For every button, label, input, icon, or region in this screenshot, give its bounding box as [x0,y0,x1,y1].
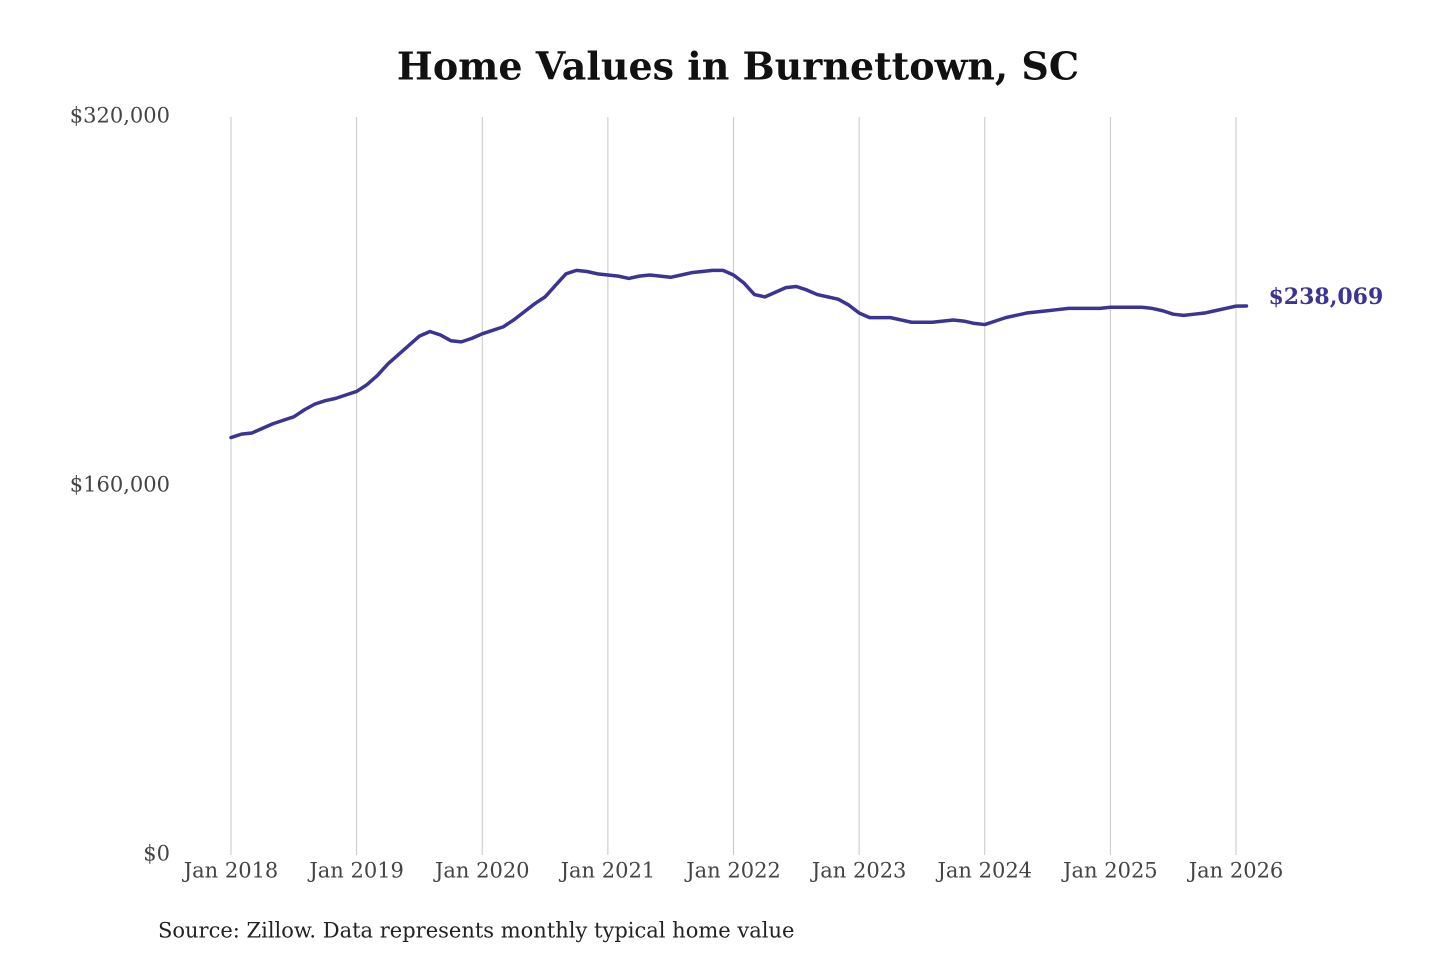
chart-title: Home Values in Burnettown, SC [397,44,1079,89]
x-tick-label: Jan 2023 [810,859,907,883]
y-tick-label: $320,000 [70,104,170,128]
x-tick-label: Jan 2021 [559,859,656,883]
x-tick-label: Jan 2019 [307,859,404,883]
x-tick-label: Jan 2026 [1187,859,1284,883]
x-tick-label: Jan 2020 [433,859,530,883]
x-tick-label: Jan 2024 [935,859,1032,883]
x-tick-label: Jan 2025 [1061,859,1158,883]
x-tick-label: Jan 2022 [684,859,781,883]
end-value-label: $238,069 [1268,284,1383,310]
x-tick-label: Jan 2018 [182,859,279,883]
source-note: Source: Zillow. Data represents monthly … [158,919,794,943]
y-tick-label: $0 [143,842,170,866]
series-line [229,268,1249,440]
y-tick-label: $160,000 [70,473,170,497]
